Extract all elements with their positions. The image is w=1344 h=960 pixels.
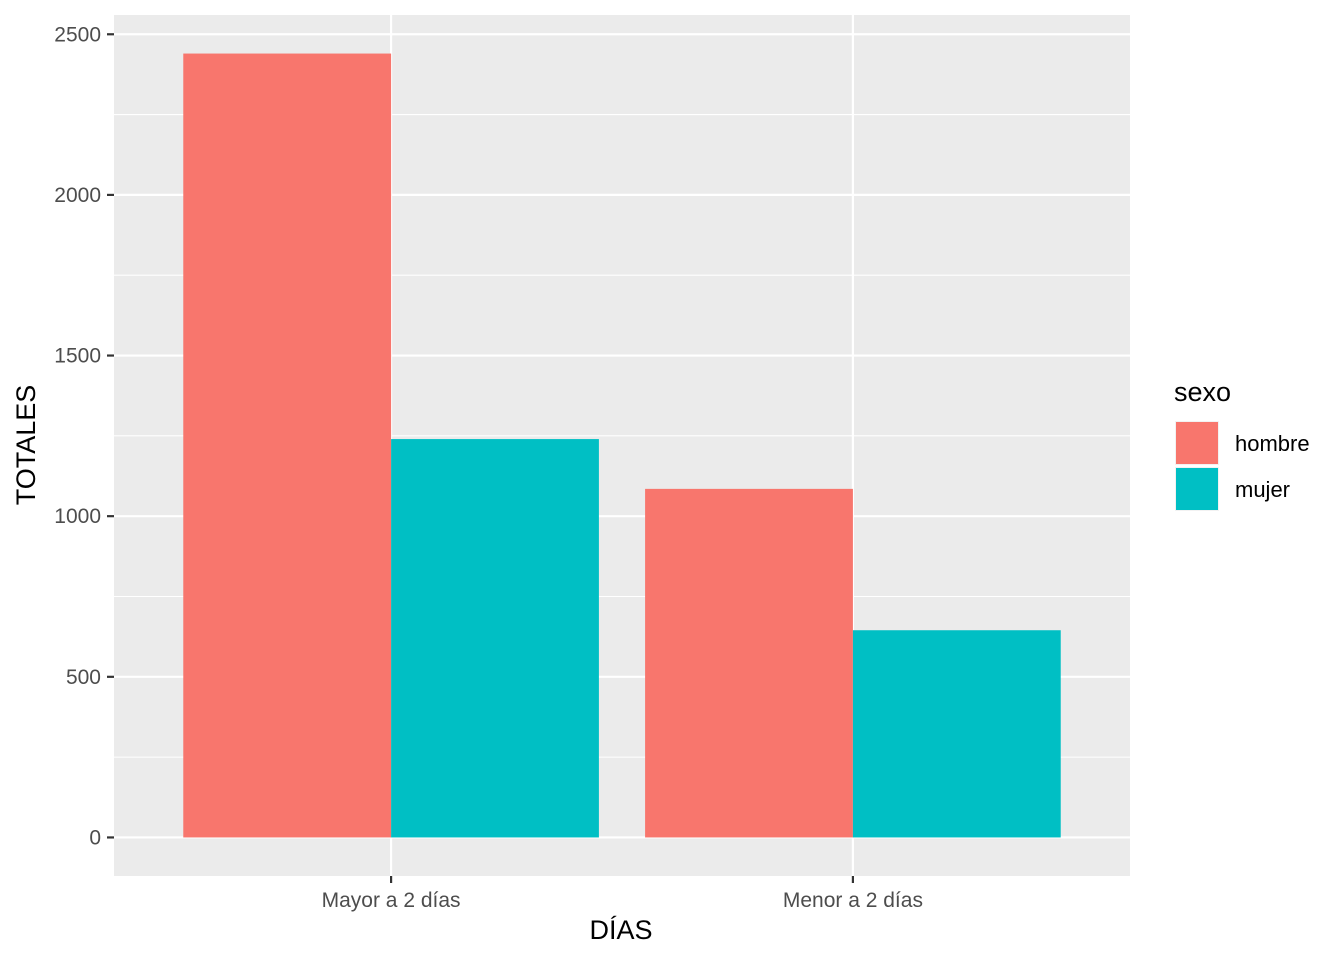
bar-hombre-1 — [183, 53, 392, 838]
y-axis-title: TOTALES — [11, 385, 41, 506]
legend-swatch-mujer — [1176, 468, 1218, 510]
x-axis-title: DÍAS — [589, 915, 652, 945]
y-tick-label: 2000 — [54, 184, 101, 207]
x-axis: Mayor a 2 días Menor a 2 días — [322, 876, 923, 912]
legend: sexo hombre mujer — [1174, 377, 1310, 511]
y-tick-label: 1500 — [54, 345, 101, 368]
y-tick-label: 500 — [66, 666, 101, 689]
bars — [183, 53, 1061, 838]
bar-hombre-2 — [645, 488, 853, 838]
legend-label-hombre: hombre — [1235, 431, 1310, 456]
x-tick-label: Menor a 2 días — [783, 889, 923, 912]
y-axis: 0 500 1000 1500 2000 2500 — [54, 23, 114, 849]
legend-swatch-hombre — [1176, 422, 1218, 464]
y-tick-label: 1000 — [54, 505, 101, 528]
legend-title: sexo — [1174, 377, 1231, 407]
y-tick-label: 2500 — [54, 23, 101, 46]
x-tick-label: Mayor a 2 días — [322, 889, 461, 912]
bar-mujer-1 — [391, 439, 599, 838]
legend-label-mujer: mujer — [1235, 477, 1290, 502]
bar-mujer-2 — [852, 630, 1061, 838]
y-tick-label: 0 — [89, 826, 101, 849]
